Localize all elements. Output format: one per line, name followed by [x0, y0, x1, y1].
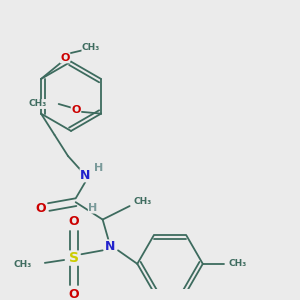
- Text: O: O: [68, 288, 79, 300]
- Text: O: O: [36, 202, 46, 215]
- Text: O: O: [71, 105, 81, 115]
- Text: CH₃: CH₃: [228, 259, 247, 268]
- Text: CH₃: CH₃: [82, 43, 100, 52]
- Text: CH₃: CH₃: [13, 260, 32, 269]
- Text: CH₃: CH₃: [29, 100, 47, 109]
- Text: H: H: [88, 203, 98, 213]
- Text: N: N: [105, 240, 116, 253]
- Text: H: H: [94, 163, 104, 172]
- Text: CH₃: CH₃: [134, 197, 152, 206]
- Text: O: O: [60, 53, 70, 63]
- Text: S: S: [69, 251, 79, 265]
- Text: O: O: [68, 215, 79, 228]
- Text: N: N: [80, 169, 91, 182]
